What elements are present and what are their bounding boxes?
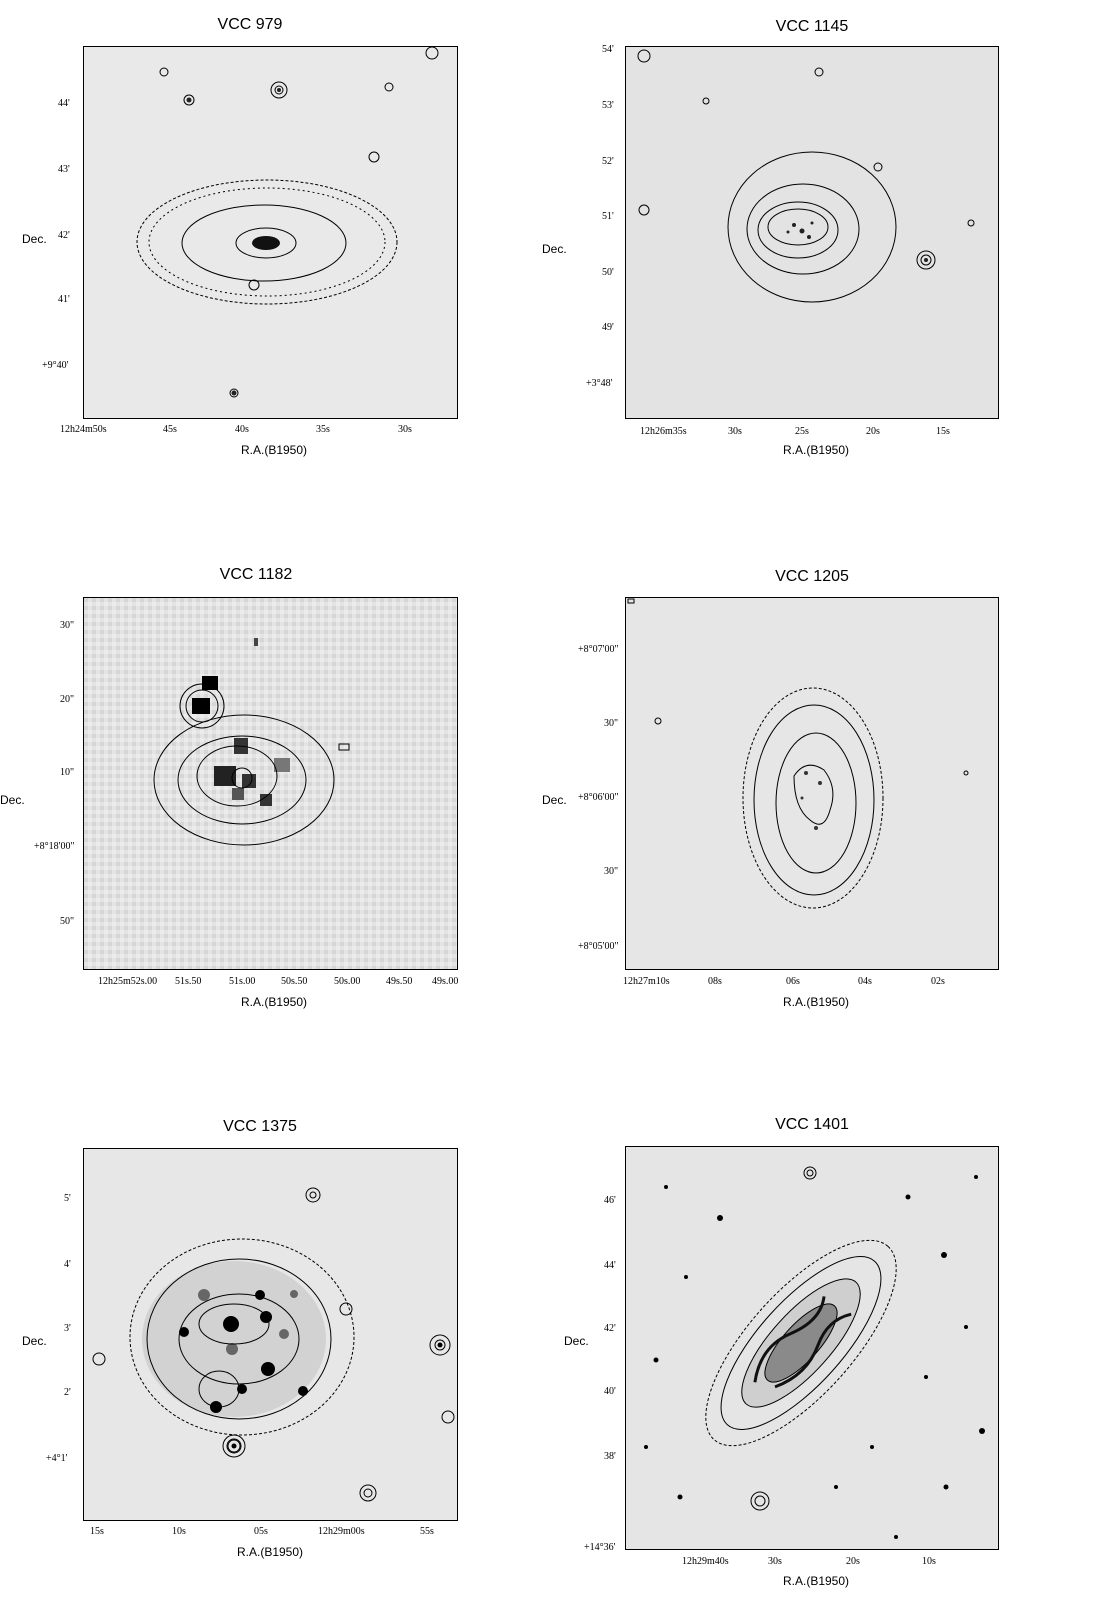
x-axis-label: R.A.(B1950) — [782, 1574, 850, 1588]
y-tick: +8°06'00" — [578, 792, 619, 803]
y-axis-label: Dec. — [22, 1334, 47, 1348]
y-tick: 4' — [64, 1259, 71, 1270]
x-tick: 15s — [90, 1526, 104, 1537]
x-tick: 55s — [420, 1526, 434, 1537]
y-tick: 30" — [60, 620, 75, 631]
galaxy-image — [625, 597, 999, 970]
x-tick: 50s.00 — [334, 976, 361, 987]
x-tick: 15s — [936, 426, 950, 437]
y-tick: 49' — [602, 322, 614, 333]
y-tick: 42' — [604, 1323, 616, 1334]
x-tick: 12h27m10s — [623, 976, 670, 987]
y-tick: 40' — [604, 1386, 616, 1397]
x-tick: 30s — [398, 424, 412, 435]
y-tick: +8°07'00" — [578, 644, 619, 655]
y-tick: 53' — [602, 100, 614, 111]
x-tick: 10s — [172, 1526, 186, 1537]
x-tick: 35s — [316, 424, 330, 435]
galaxy-image — [83, 597, 458, 970]
y-tick: +8°05'00" — [578, 941, 619, 952]
x-tick: 02s — [931, 976, 945, 987]
x-tick: 20s — [866, 426, 880, 437]
y-axis-label: Dec. — [22, 232, 47, 246]
y-tick: 38' — [604, 1451, 616, 1462]
y-tick: 3' — [64, 1323, 71, 1334]
galaxy-image — [83, 46, 458, 419]
galaxy-image — [625, 1146, 999, 1550]
panel-title: VCC 1205 — [775, 568, 849, 585]
x-tick: 40s — [235, 424, 249, 435]
y-tick: 10" — [60, 767, 75, 778]
x-tick: 30s — [728, 426, 742, 437]
y-tick: 52' — [602, 156, 614, 167]
x-tick: 30s — [768, 1556, 782, 1567]
y-axis-label: Dec. — [0, 793, 25, 807]
x-tick: 12h29m40s — [682, 1556, 729, 1567]
x-tick: 04s — [858, 976, 872, 987]
x-axis-label: R.A.(B1950) — [782, 995, 850, 1009]
x-tick: 05s — [254, 1526, 268, 1537]
y-tick: 30" — [604, 866, 619, 877]
y-axis-label: Dec. — [542, 793, 567, 807]
galaxy-image — [625, 46, 999, 419]
y-axis-label: Dec. — [564, 1334, 589, 1348]
x-tick: 45s — [163, 424, 177, 435]
y-axis-label: Dec. — [542, 242, 567, 256]
panel-title: VCC 1375 — [223, 1118, 297, 1135]
panel-title: VCC 1145 — [775, 18, 849, 35]
panel-title: VCC 1182 — [219, 566, 293, 583]
x-tick: 08s — [708, 976, 722, 987]
y-tick: +14°36' — [584, 1542, 616, 1553]
x-tick: 50s.50 — [281, 976, 308, 987]
y-tick: 44' — [604, 1260, 616, 1271]
y-tick: 30" — [604, 718, 619, 729]
y-tick: 41' — [58, 294, 70, 305]
y-tick: +8°18'00" — [34, 841, 75, 852]
x-axis-label: R.A.(B1950) — [240, 995, 308, 1009]
galaxy-image — [83, 1148, 458, 1521]
x-tick: 25s — [795, 426, 809, 437]
x-tick: 49s.00 — [432, 976, 459, 987]
y-tick: +4°1' — [46, 1453, 68, 1464]
x-tick: 06s — [786, 976, 800, 987]
x-tick: 20s — [846, 1556, 860, 1567]
x-axis-label: R.A.(B1950) — [240, 443, 308, 457]
y-tick: 2' — [64, 1387, 71, 1398]
x-tick: 12h24m50s — [60, 424, 107, 435]
x-tick: 49s.50 — [386, 976, 413, 987]
y-tick: 50" — [60, 916, 75, 927]
y-tick: 50' — [602, 267, 614, 278]
y-tick: 51' — [602, 211, 614, 222]
x-tick: 12h25m52s.00 — [98, 976, 158, 987]
y-tick: +9°40' — [42, 360, 69, 371]
x-tick: 51s.00 — [229, 976, 256, 987]
panel-title: VCC 1401 — [775, 1116, 849, 1133]
panel-title: VCC 979 — [217, 16, 283, 33]
x-tick: 12h29m00s — [318, 1526, 365, 1537]
y-tick: 44' — [58, 98, 70, 109]
x-axis-label: R.A.(B1950) — [782, 443, 850, 457]
x-axis-label: R.A.(B1950) — [236, 1545, 304, 1559]
y-tick: 42' — [58, 230, 70, 241]
y-tick: 20" — [60, 694, 75, 705]
x-tick: 10s — [922, 1556, 936, 1567]
y-tick: 43' — [58, 164, 70, 175]
y-tick: 46' — [604, 1195, 616, 1206]
y-tick: 54' — [602, 44, 614, 55]
x-tick: 51s.50 — [175, 976, 202, 987]
x-tick: 12h26m35s — [640, 426, 687, 437]
y-tick: 5' — [64, 1193, 71, 1204]
y-tick: +3°48' — [586, 378, 613, 389]
